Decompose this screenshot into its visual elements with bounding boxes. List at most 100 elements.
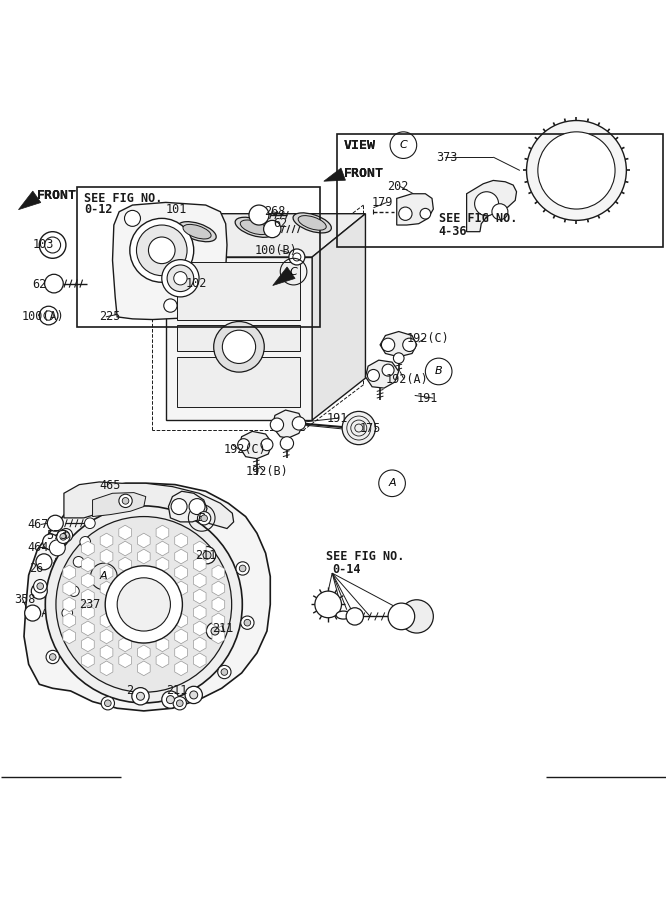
- Circle shape: [492, 203, 508, 220]
- Polygon shape: [81, 573, 94, 588]
- Text: 237: 237: [79, 598, 101, 611]
- Circle shape: [206, 623, 223, 640]
- Text: 102: 102: [185, 277, 207, 290]
- Polygon shape: [193, 621, 206, 635]
- Polygon shape: [166, 213, 366, 257]
- Text: VIEW: VIEW: [344, 139, 376, 152]
- Circle shape: [239, 565, 246, 572]
- Circle shape: [162, 691, 179, 708]
- Circle shape: [101, 697, 115, 710]
- Circle shape: [292, 417, 305, 430]
- Polygon shape: [156, 541, 169, 556]
- Circle shape: [203, 551, 211, 559]
- Polygon shape: [63, 597, 75, 612]
- Circle shape: [33, 580, 47, 593]
- Polygon shape: [175, 661, 187, 676]
- Polygon shape: [63, 581, 75, 596]
- Circle shape: [538, 131, 615, 209]
- Ellipse shape: [293, 213, 331, 233]
- Circle shape: [63, 532, 69, 538]
- Circle shape: [47, 515, 63, 531]
- Circle shape: [43, 534, 59, 550]
- Text: 268: 268: [264, 205, 285, 218]
- Circle shape: [394, 353, 404, 364]
- Polygon shape: [175, 613, 187, 627]
- Circle shape: [201, 515, 207, 522]
- Circle shape: [49, 653, 56, 661]
- Polygon shape: [156, 526, 169, 540]
- Polygon shape: [366, 360, 399, 388]
- Polygon shape: [100, 533, 113, 548]
- Polygon shape: [113, 202, 227, 320]
- Polygon shape: [175, 629, 187, 643]
- Text: A: A: [388, 478, 396, 489]
- Polygon shape: [100, 549, 113, 563]
- Text: 103: 103: [33, 238, 54, 251]
- Polygon shape: [193, 573, 206, 588]
- Polygon shape: [100, 661, 113, 676]
- Text: 191: 191: [417, 392, 438, 405]
- Polygon shape: [119, 653, 131, 668]
- Text: 0-12: 0-12: [84, 202, 113, 215]
- Text: 101: 101: [166, 202, 187, 215]
- Polygon shape: [81, 605, 94, 620]
- Text: 573: 573: [46, 528, 67, 542]
- Circle shape: [241, 616, 254, 629]
- Polygon shape: [137, 549, 150, 563]
- Circle shape: [342, 411, 376, 445]
- Circle shape: [167, 696, 174, 704]
- Text: 62: 62: [273, 217, 288, 230]
- Circle shape: [263, 220, 281, 238]
- Text: A: A: [100, 572, 107, 581]
- Text: FRONT: FRONT: [344, 166, 384, 180]
- Polygon shape: [81, 621, 94, 635]
- Text: C: C: [289, 266, 297, 276]
- Ellipse shape: [183, 224, 211, 239]
- Polygon shape: [323, 168, 346, 181]
- Circle shape: [125, 211, 141, 227]
- Text: 211: 211: [195, 549, 216, 562]
- Polygon shape: [175, 565, 187, 580]
- Circle shape: [403, 338, 416, 352]
- Polygon shape: [137, 661, 150, 676]
- Text: 358: 358: [14, 593, 35, 607]
- Circle shape: [137, 225, 187, 275]
- Polygon shape: [212, 581, 225, 596]
- Text: 191: 191: [327, 411, 348, 425]
- Circle shape: [60, 534, 67, 540]
- Text: 192(B): 192(B): [245, 464, 288, 478]
- Bar: [177, 356, 300, 407]
- Circle shape: [37, 583, 43, 590]
- Circle shape: [73, 556, 84, 567]
- Polygon shape: [119, 526, 131, 540]
- Circle shape: [105, 700, 111, 706]
- Text: B: B: [435, 366, 442, 376]
- Polygon shape: [212, 597, 225, 612]
- Circle shape: [382, 364, 394, 376]
- Circle shape: [280, 436, 293, 450]
- Circle shape: [162, 259, 199, 297]
- Ellipse shape: [240, 220, 268, 235]
- Circle shape: [45, 506, 242, 703]
- Circle shape: [399, 207, 412, 220]
- Text: 192(C): 192(C): [223, 444, 266, 456]
- Circle shape: [105, 566, 182, 643]
- Text: SEE FIG NO.: SEE FIG NO.: [325, 550, 404, 563]
- Circle shape: [368, 370, 380, 382]
- Text: 465: 465: [99, 480, 121, 492]
- Text: 467: 467: [27, 518, 49, 531]
- Polygon shape: [156, 653, 169, 668]
- Polygon shape: [397, 194, 434, 225]
- Polygon shape: [169, 491, 207, 522]
- Circle shape: [236, 562, 249, 575]
- Circle shape: [56, 517, 231, 692]
- Circle shape: [189, 499, 205, 515]
- Circle shape: [217, 665, 231, 679]
- Text: 202: 202: [387, 180, 408, 193]
- Text: 179: 179: [372, 196, 394, 209]
- Circle shape: [39, 306, 58, 325]
- Circle shape: [31, 583, 47, 599]
- Polygon shape: [166, 257, 312, 420]
- Circle shape: [130, 219, 193, 283]
- Circle shape: [173, 272, 187, 285]
